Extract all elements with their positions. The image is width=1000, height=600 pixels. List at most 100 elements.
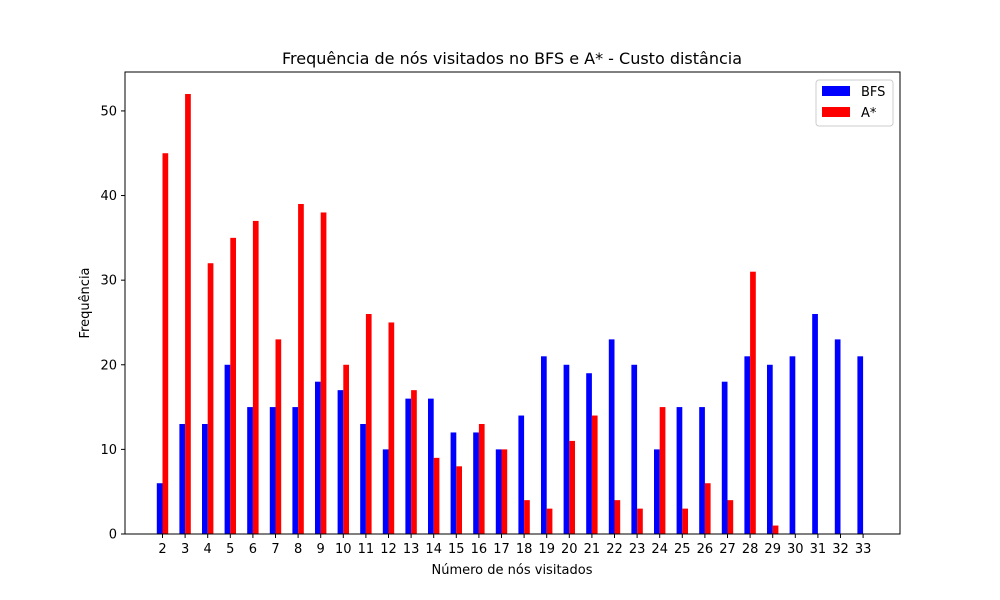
bar-a-15: [456, 466, 462, 534]
bar-bfs-2: [156, 483, 163, 534]
bar-a-25: [682, 508, 688, 534]
bar-bfs-32: [834, 339, 841, 534]
bar-a-10: [343, 364, 349, 534]
bar-a-11: [365, 314, 372, 534]
bar-bfs-21: [586, 373, 592, 534]
x-tick-label: 31: [810, 542, 827, 557]
x-tick-label: 23: [629, 542, 646, 557]
bar-bfs-22: [608, 339, 615, 534]
bar-bfs-30: [789, 356, 796, 534]
x-tick-label: 11: [358, 542, 375, 557]
bar-bfs-17: [495, 449, 502, 534]
y-tick-label: 30: [100, 274, 117, 289]
bar-a-4: [207, 263, 214, 534]
x-tick-label: 33: [855, 542, 872, 557]
bar-a-19: [546, 508, 553, 534]
y-tick-label: 20: [100, 358, 117, 373]
x-tick-label: 20: [561, 542, 578, 557]
bar-a-16: [478, 424, 485, 534]
y-tick-label: 50: [100, 104, 117, 119]
bar-a-28: [750, 271, 756, 534]
legend-label-bfs: BFS: [861, 85, 885, 100]
x-tick-label: 15: [448, 542, 465, 557]
bar-bfs-26: [699, 407, 705, 534]
bar-bfs-31: [812, 314, 818, 534]
bars-group: [156, 94, 864, 535]
bar-a-23: [637, 508, 643, 534]
x-tick-label: 6: [249, 542, 257, 557]
bar-a-5: [230, 237, 236, 534]
y-axis-label: Frequência: [78, 267, 93, 338]
y-tick-label: 10: [100, 443, 117, 458]
bar-bfs-19: [541, 356, 547, 534]
legend-swatch-bfs: [822, 86, 850, 96]
legend: BFS A*: [815, 79, 894, 127]
bar-a-3: [185, 94, 191, 534]
bar-a-14: [433, 457, 440, 534]
x-tick-label: 4: [204, 542, 212, 557]
x-tick-label: 28: [742, 542, 759, 557]
x-tick-label: 3: [181, 542, 189, 557]
x-tick-label: 16: [471, 542, 488, 557]
bar-bfs-14: [428, 398, 434, 534]
x-tick-label: 30: [787, 542, 804, 557]
x-tick-label: 32: [832, 542, 849, 557]
bar-a-21: [591, 415, 598, 534]
x-tick-label: 2: [158, 542, 166, 557]
x-tick-label: 10: [335, 542, 352, 557]
x-tick-label: 12: [380, 542, 397, 557]
bar-bfs-11: [360, 424, 366, 534]
axes-frame: [124, 71, 901, 535]
x-tick-label: 14: [425, 542, 442, 557]
bar-bfs-24: [654, 449, 660, 534]
legend-swatch-a: [822, 107, 850, 117]
y-axis: 0 10 20 30 40 50: [100, 104, 125, 543]
bar-a-29: [772, 525, 779, 534]
bar-bfs-4: [202, 424, 208, 534]
x-tick-label: 24: [651, 542, 668, 557]
bar-bfs-12: [382, 449, 389, 534]
x-tick-label: 7: [271, 542, 279, 557]
bar-bfs-6: [247, 407, 253, 534]
x-tick-label: 19: [538, 542, 555, 557]
bar-bfs-9: [315, 381, 321, 534]
bar-bfs-10: [337, 390, 344, 534]
bar-bfs-16: [473, 432, 479, 534]
x-tick-label: 26: [697, 542, 714, 557]
bar-bfs-3: [179, 424, 186, 534]
bar-bfs-7: [269, 407, 276, 534]
bar-a-9: [320, 212, 327, 534]
bar-bfs-28: [744, 356, 751, 534]
bar-bfs-23: [631, 364, 638, 534]
bar-bfs-18: [518, 415, 525, 534]
bar-bfs-33: [857, 356, 864, 534]
bar-bfs-29: [767, 364, 773, 534]
bar-bfs-20: [563, 364, 570, 534]
bar-a-13: [411, 390, 417, 534]
x-tick-label: 21: [584, 542, 601, 557]
x-axis: 2 3 4 5 6 7 8 9 10 11 12 13 14 15 16 17 18 19 20 21 22 23 24 25…: [158, 534, 871, 557]
bar-bfs-25: [676, 407, 683, 534]
x-tick-label: 18: [516, 542, 533, 557]
bar-a-7: [275, 339, 282, 534]
bar-a-6: [252, 220, 259, 535]
x-tick-label: 5: [226, 542, 234, 557]
y-tick-label: 40: [100, 189, 117, 204]
bar-a-12: [388, 322, 395, 534]
bar-bfs-8: [292, 407, 299, 534]
bar-bfs-15: [450, 432, 457, 534]
bar-a-22: [614, 500, 621, 534]
bar-a-20: [569, 440, 575, 534]
bar-a-24: [659, 407, 666, 534]
x-tick-label: 17: [493, 542, 510, 557]
x-tick-label: 22: [606, 542, 623, 557]
x-tick-label: 9: [317, 542, 325, 557]
legend-label-a: A*: [861, 106, 877, 121]
chart-title: Frequência de nós visitados no BFS e A* …: [282, 49, 742, 68]
x-axis-label: Número de nós visitados: [432, 563, 593, 578]
bar-a-26: [704, 483, 711, 534]
bar-bfs-13: [405, 398, 412, 534]
x-tick-label: 29: [764, 542, 781, 557]
x-tick-label: 8: [294, 542, 302, 557]
